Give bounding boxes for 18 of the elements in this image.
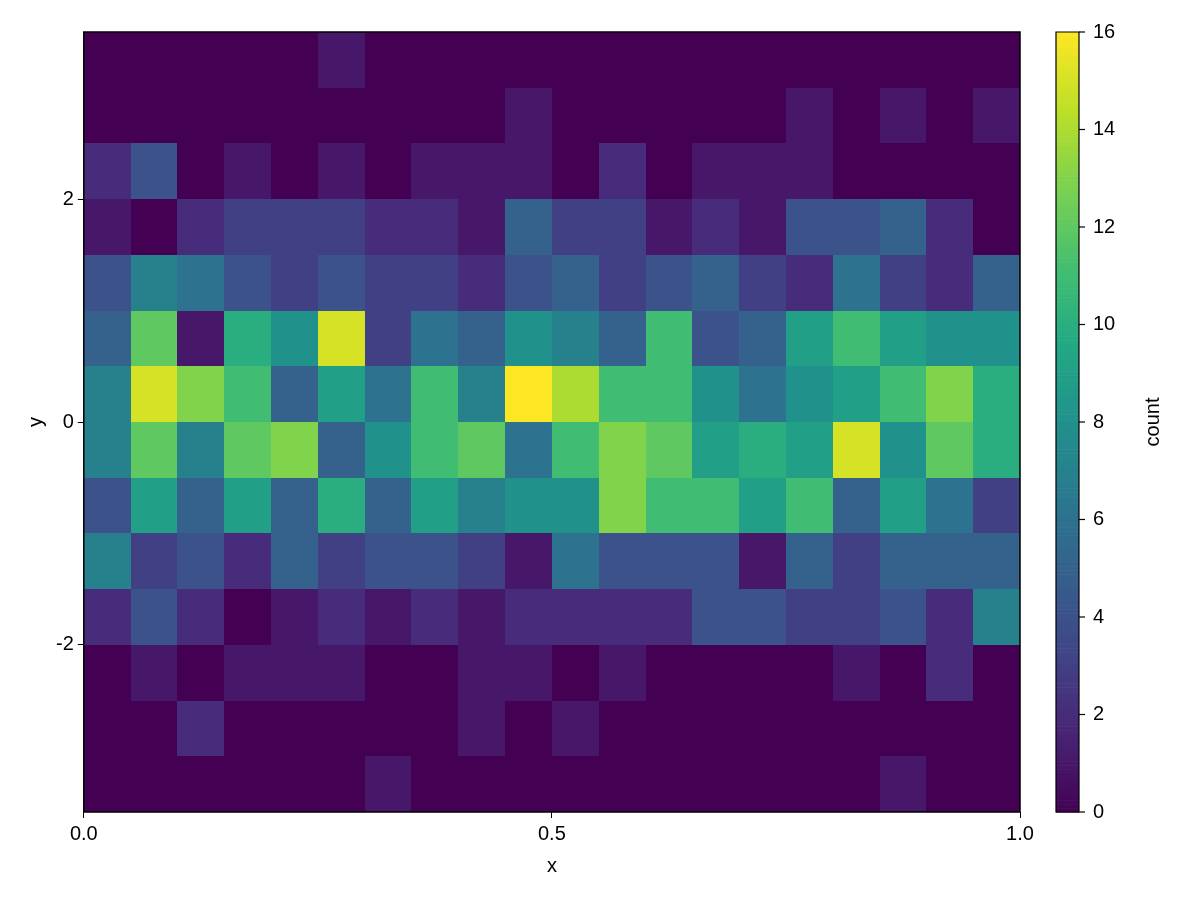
color-bar-label: 16	[1093, 19, 1116, 42]
x-tick-label: 0.5	[537, 821, 566, 844]
color-bar-label: 10	[1093, 312, 1116, 335]
color-bar-label: 0	[1093, 799, 1105, 822]
y-tick-label: 2	[62, 186, 74, 209]
y-axis-title: y	[23, 417, 46, 427]
x-tick-label: 1.0	[1006, 821, 1034, 844]
y-tick-label: 0	[62, 409, 74, 432]
color-bar-label: 2	[1093, 702, 1105, 725]
color-bar-label: 14	[1093, 117, 1116, 140]
color-bar-label: 4	[1093, 604, 1105, 627]
color-bar-label: 12	[1093, 214, 1116, 237]
x-axis-title: x	[546, 853, 557, 876]
x-tick-label: 0.0	[69, 821, 98, 844]
color-bar-label: 8	[1093, 409, 1105, 432]
color-bar-label: 6	[1093, 507, 1105, 530]
color-bar-title: count	[1140, 397, 1163, 447]
y-tick-label: -2	[55, 632, 74, 655]
